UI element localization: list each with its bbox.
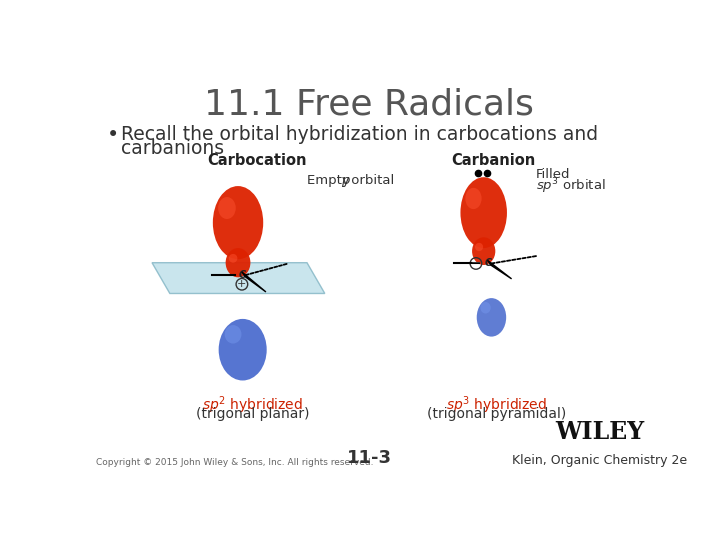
Text: (trigonal pyramidal): (trigonal pyramidal) [427,408,567,421]
Text: $\it{sp}^3$ hybridized: $\it{sp}^3$ hybridized [446,394,547,416]
Text: orbital: orbital [346,174,394,187]
Text: 11.1 Free Radicals: 11.1 Free Radicals [204,88,534,122]
Text: Klein, Organic Chemistry 2e: Klein, Organic Chemistry 2e [513,454,688,467]
Text: C: C [238,270,246,280]
Ellipse shape [480,302,491,314]
Text: •: • [107,125,120,145]
Ellipse shape [225,325,241,343]
Text: +: + [237,279,246,289]
Text: Carbanion: Carbanion [451,153,535,168]
Polygon shape [487,260,512,279]
Ellipse shape [219,319,266,381]
Polygon shape [152,262,325,294]
Ellipse shape [472,237,495,265]
Ellipse shape [461,177,507,248]
Text: C: C [485,259,492,268]
Text: Carbocation: Carbocation [207,153,307,168]
Text: $\it{sp}^2$ hybridized: $\it{sp}^2$ hybridized [202,394,303,416]
Ellipse shape [218,197,235,219]
Text: 11-3: 11-3 [346,449,392,467]
Text: −: − [471,257,481,270]
Text: $\it{sp}^3$ orbital: $\it{sp}^3$ orbital [536,177,606,196]
Ellipse shape [225,248,251,278]
Text: (trigonal planar): (trigonal planar) [196,408,310,421]
Text: Copyright © 2015 John Wiley & Sons, Inc. All rights reserved.: Copyright © 2015 John Wiley & Sons, Inc.… [96,458,374,467]
Text: carbanions: carbanions [121,139,224,159]
Ellipse shape [465,188,482,209]
Text: Filled: Filled [536,167,570,181]
Ellipse shape [213,186,264,259]
Text: WILEY: WILEY [555,420,644,444]
Ellipse shape [475,243,483,251]
Text: Recall the orbital hybridization in carbocations and: Recall the orbital hybridization in carb… [121,125,598,144]
Text: p: p [341,174,349,187]
Polygon shape [242,272,266,292]
Text: Empty: Empty [307,174,354,187]
Ellipse shape [229,254,238,262]
Ellipse shape [477,298,506,336]
